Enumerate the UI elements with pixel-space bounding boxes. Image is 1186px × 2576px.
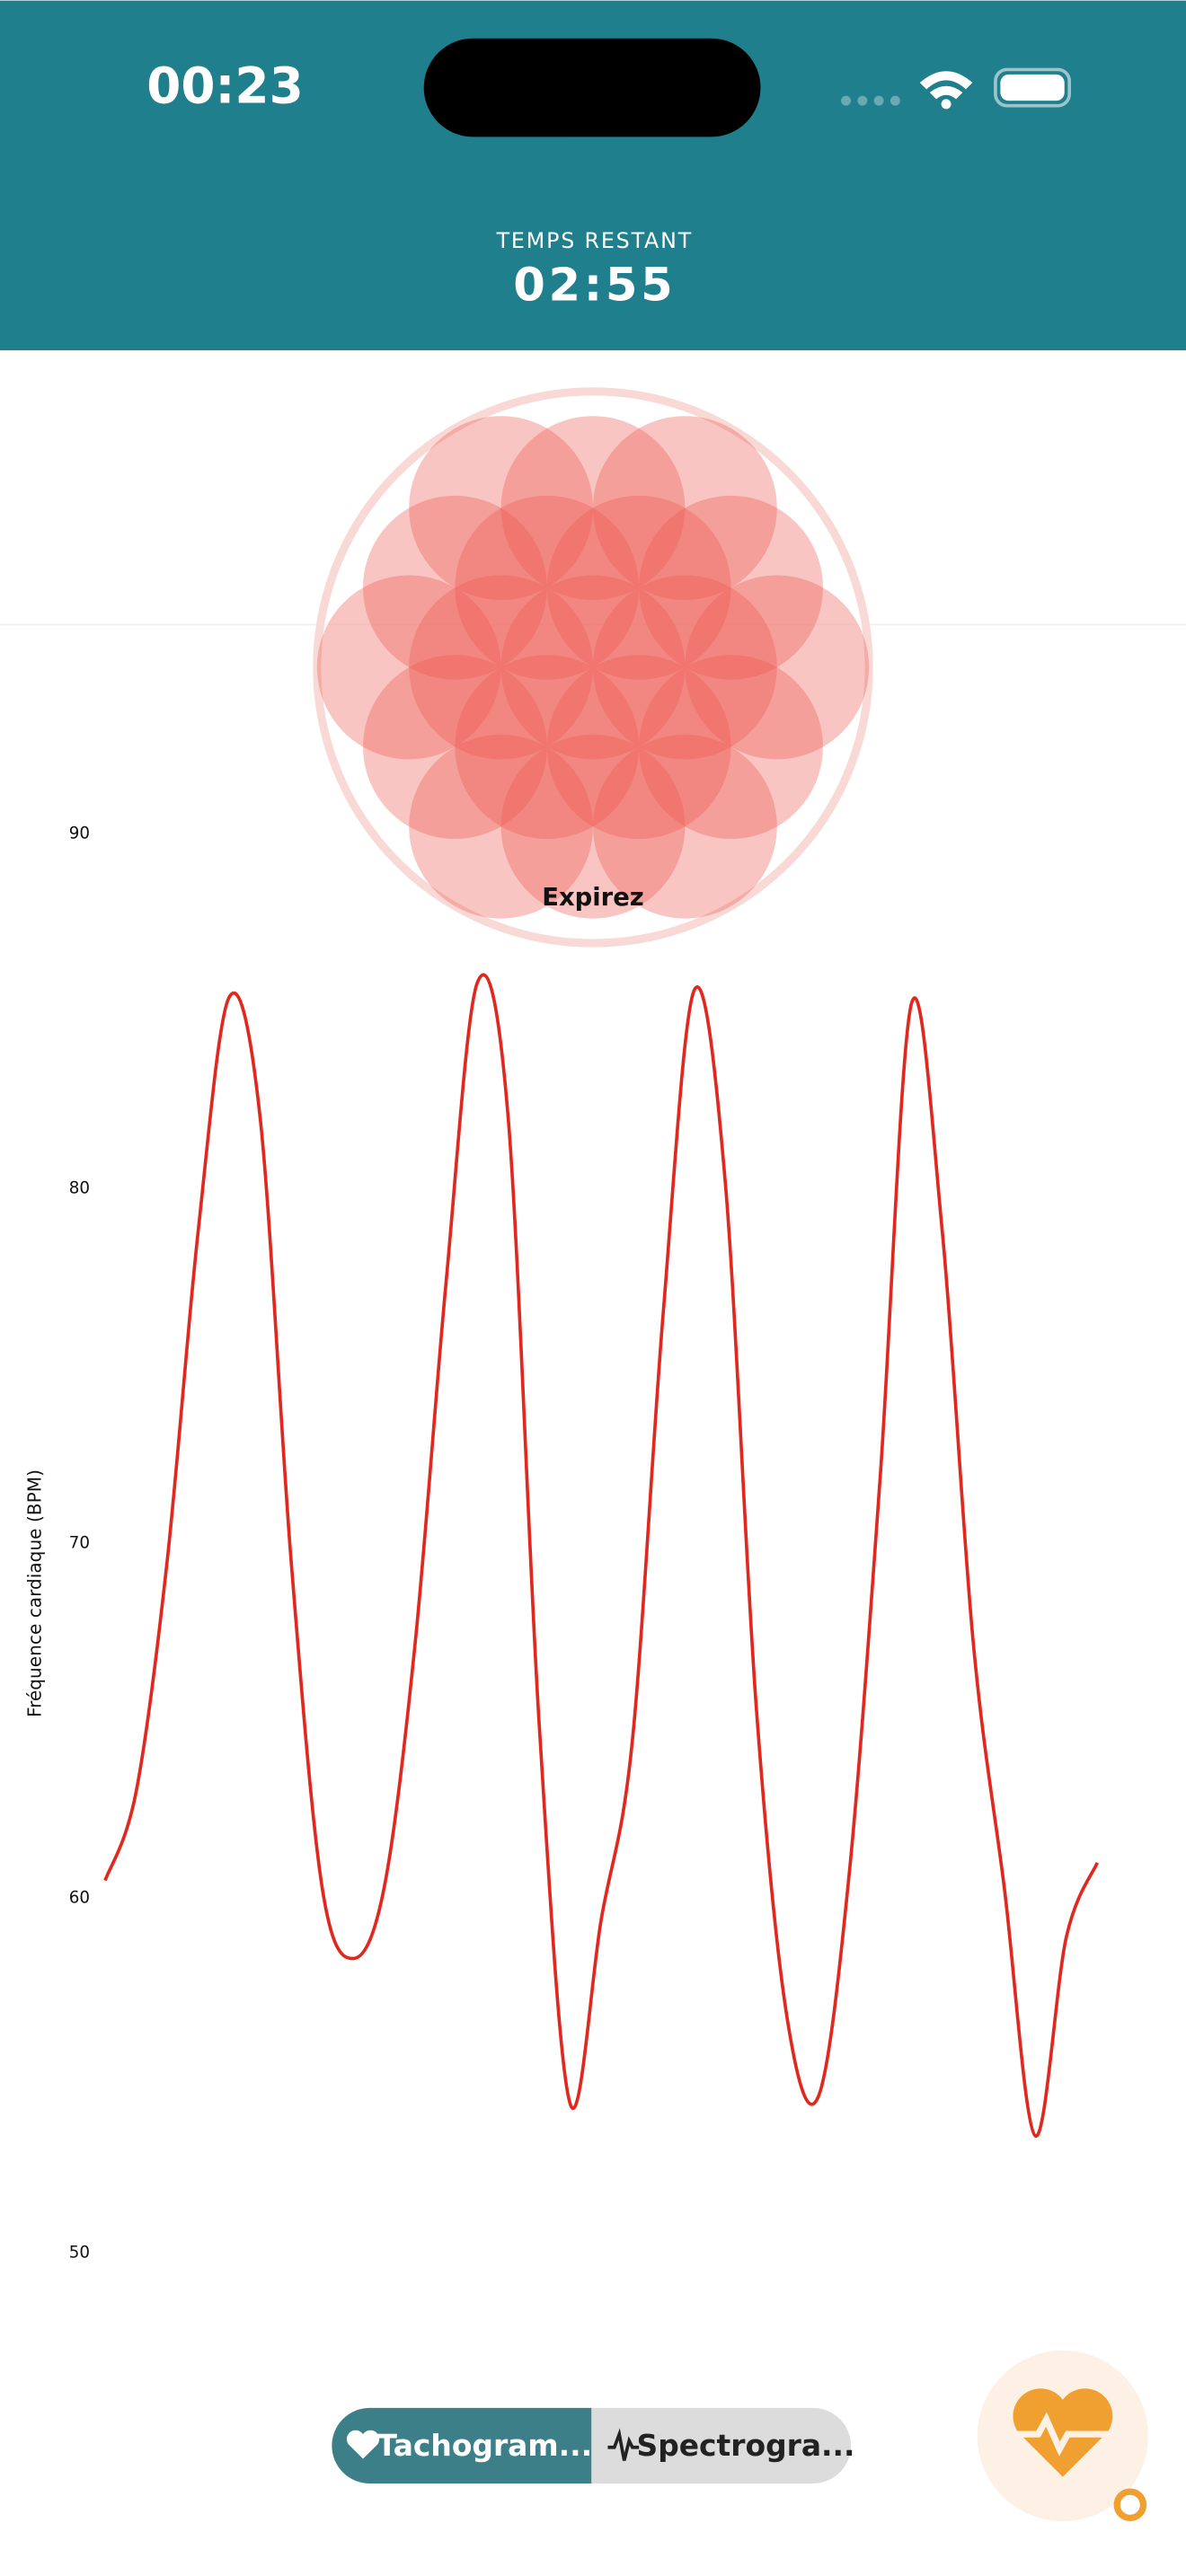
petal <box>409 416 593 600</box>
petal <box>316 575 501 760</box>
y-axis-label: Fréquence cardiaque (BPM) <box>24 1469 46 1717</box>
breathing-flower <box>313 387 873 948</box>
petal <box>593 734 777 919</box>
petal <box>685 575 870 760</box>
battery-outline <box>994 67 1072 108</box>
y-tick-label: 80 <box>69 1179 90 1198</box>
chart: Fréquence cardiaque (BPM) 50 60 70 80 90 <box>24 825 1099 2262</box>
fab-pulse <box>1014 2412 1111 2457</box>
y-tick-label: 70 <box>69 1533 90 1552</box>
y-tick-label: 90 <box>69 825 90 843</box>
line <box>103 973 1099 2138</box>
petal <box>593 416 777 600</box>
status-time: 00:23 <box>146 57 304 115</box>
petal <box>455 655 640 839</box>
fab[interactable] <box>977 2350 1148 2522</box>
breathing-instruction: Expirez <box>542 884 643 912</box>
petal <box>593 575 777 760</box>
petal <box>455 495 640 680</box>
petal <box>409 734 593 919</box>
tab-bar: Tachogram... Spectrogra... <box>332 2407 855 2483</box>
dynamic-island <box>423 38 761 137</box>
petal <box>500 416 686 600</box>
y-tick-label: 60 <box>69 1888 90 1907</box>
y-tick-label: 50 <box>69 2243 90 2262</box>
battery-level <box>1000 74 1065 101</box>
tab-label[interactable]: Tachogram... <box>377 2428 593 2463</box>
petal <box>546 495 731 680</box>
petal <box>546 655 731 839</box>
tab-active[interactable] <box>332 2407 592 2483</box>
fab-badge <box>1113 2488 1147 2522</box>
fab-heart <box>1013 2388 1113 2477</box>
wifi-icon <box>919 71 973 110</box>
wave-icon <box>607 2428 640 2461</box>
petal <box>639 495 823 680</box>
petal <box>363 655 547 839</box>
timer-label: TEMPS RESTANT <box>496 228 694 253</box>
petal <box>363 495 547 680</box>
heart-icon <box>346 2430 380 2459</box>
signal-icon <box>841 95 900 106</box>
tab-label[interactable]: Spectrogra... <box>637 2428 855 2463</box>
petal <box>639 655 823 839</box>
petal <box>409 575 593 760</box>
timer-value: 02:55 <box>513 259 676 313</box>
petal <box>500 734 686 919</box>
petal <box>500 575 686 760</box>
